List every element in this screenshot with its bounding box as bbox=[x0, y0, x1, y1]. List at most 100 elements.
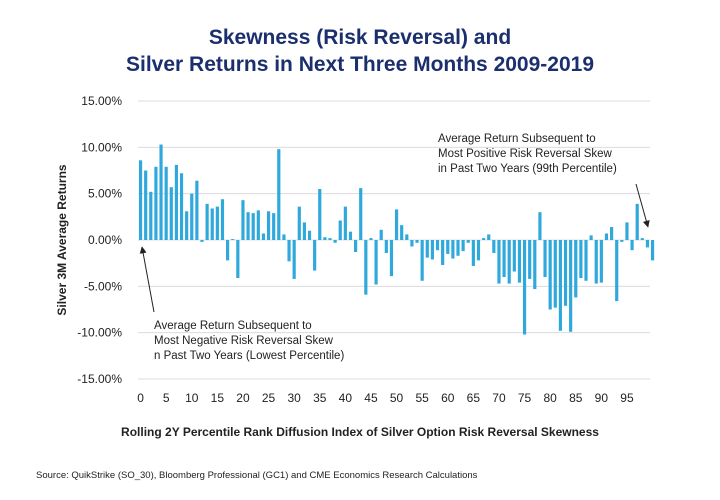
bar bbox=[354, 240, 358, 253]
bar bbox=[292, 240, 296, 279]
x-tick-label: 60 bbox=[441, 391, 455, 405]
bar bbox=[589, 235, 593, 240]
x-tick-label: 25 bbox=[262, 391, 276, 405]
bar bbox=[328, 238, 332, 240]
bar bbox=[512, 240, 516, 272]
annotation-lowest-line-1: Average Return Subsequent to bbox=[154, 320, 312, 332]
chart-title-line-1: Skewness (Risk Reversal) and bbox=[208, 26, 512, 49]
bar bbox=[528, 240, 532, 279]
bar bbox=[415, 240, 419, 243]
bar bbox=[374, 240, 378, 285]
bar bbox=[302, 222, 306, 240]
x-tick-label: 35 bbox=[313, 391, 327, 405]
bar bbox=[446, 240, 450, 254]
bar bbox=[394, 209, 399, 240]
bar bbox=[359, 188, 363, 240]
bar bbox=[435, 240, 440, 251]
annotation-highest-arrow bbox=[635, 183, 650, 228]
bar bbox=[640, 238, 644, 240]
y-tick-label: 15.00% bbox=[81, 94, 122, 108]
annotation-highest-line-1: Average Return Subsequent to bbox=[438, 133, 596, 145]
bar bbox=[149, 191, 153, 240]
bars bbox=[138, 144, 655, 335]
bar bbox=[282, 234, 286, 240]
bar bbox=[630, 240, 634, 251]
bar bbox=[379, 229, 383, 240]
x-tick-label: 75 bbox=[518, 391, 532, 405]
x-tick-label: 70 bbox=[492, 391, 506, 405]
bar bbox=[144, 170, 148, 240]
bar bbox=[533, 240, 537, 290]
bar bbox=[195, 180, 199, 240]
bar bbox=[205, 203, 209, 240]
bar bbox=[502, 240, 506, 278]
bar bbox=[558, 240, 562, 331]
bar bbox=[251, 213, 255, 240]
bar bbox=[430, 240, 434, 260]
x-tick-label: 10 bbox=[185, 391, 199, 405]
x-tick-label: 40 bbox=[339, 391, 353, 405]
chart-title-line-2: Silver Returns in Next Three Months 2009… bbox=[126, 53, 594, 76]
y-axis-title: Silver 3M Average Returns bbox=[55, 164, 69, 315]
x-tick-label: 30 bbox=[287, 391, 301, 405]
bar bbox=[297, 206, 301, 240]
bar bbox=[482, 238, 486, 240]
bar bbox=[241, 200, 245, 240]
bar bbox=[169, 187, 173, 240]
bar bbox=[497, 240, 501, 284]
bar bbox=[261, 233, 266, 240]
x-tick-label: 50 bbox=[390, 391, 404, 405]
bar bbox=[538, 212, 542, 240]
bar bbox=[364, 240, 368, 295]
bar bbox=[277, 149, 281, 240]
bar bbox=[348, 231, 353, 240]
bar bbox=[466, 240, 470, 243]
y-tick-label: 0.00% bbox=[88, 233, 122, 247]
bar bbox=[620, 240, 624, 242]
x-tick-label: 20 bbox=[236, 391, 250, 405]
annotation-lowest-percentile: Average Return Subsequent to Most Negati… bbox=[139, 246, 344, 362]
bar bbox=[553, 240, 557, 308]
bar bbox=[456, 240, 460, 256]
y-tick-label: 5.00% bbox=[88, 187, 122, 201]
x-axis-ticks: 0 5 10 15 20 25 30 35 40 45 50 55 60 65 70 75 80 85 90 95 bbox=[137, 391, 634, 405]
bar bbox=[492, 240, 496, 253]
x-tick-label: 15 bbox=[211, 391, 225, 405]
annotation-lowest-line-3: n Past Two Years (Lowest Percentile) bbox=[154, 350, 344, 362]
bar bbox=[599, 240, 603, 283]
annotation-lowest-line-2: Most Negative Risk Reversal Skew bbox=[154, 335, 334, 347]
bar bbox=[215, 206, 219, 240]
bar bbox=[256, 210, 260, 240]
bar bbox=[569, 240, 573, 332]
bar bbox=[543, 240, 547, 278]
y-tick-label: -5.00% bbox=[84, 279, 122, 293]
bar bbox=[410, 240, 414, 247]
bar bbox=[625, 222, 629, 240]
bar bbox=[574, 240, 578, 298]
bar bbox=[307, 230, 312, 240]
bar bbox=[343, 206, 347, 240]
x-tick-label: 85 bbox=[569, 391, 583, 405]
bar bbox=[190, 193, 194, 240]
y-tick-label: 10.00% bbox=[81, 140, 122, 154]
bar bbox=[138, 160, 143, 240]
x-tick-label: 80 bbox=[543, 391, 557, 405]
bar bbox=[594, 240, 598, 284]
bar bbox=[200, 240, 204, 242]
bar bbox=[645, 240, 650, 248]
bar bbox=[405, 234, 409, 240]
bar bbox=[210, 208, 214, 240]
bar bbox=[159, 144, 163, 240]
x-tick-label: 45 bbox=[364, 391, 378, 405]
bar bbox=[246, 212, 250, 240]
bar bbox=[635, 203, 639, 240]
bar bbox=[313, 240, 317, 271]
bar bbox=[471, 240, 475, 266]
bar bbox=[266, 211, 271, 240]
bar bbox=[650, 240, 655, 261]
bar bbox=[174, 164, 178, 240]
gridlines bbox=[138, 100, 650, 380]
bar bbox=[522, 240, 527, 335]
bar bbox=[164, 166, 168, 240]
bar bbox=[338, 220, 342, 240]
